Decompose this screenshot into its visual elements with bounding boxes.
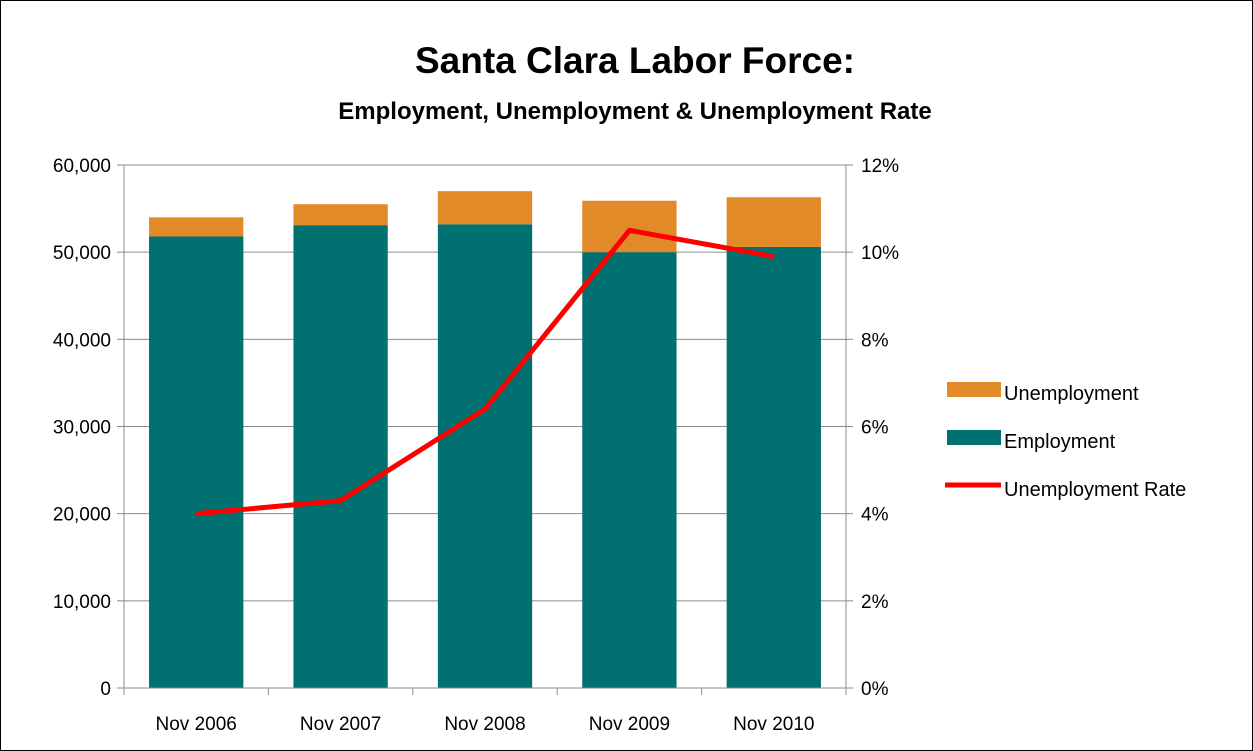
- legend-label: Unemployment: [1004, 383, 1139, 405]
- y-left-tick-label: 10,000: [53, 592, 111, 613]
- y-left-tick-label: 20,000: [53, 505, 111, 526]
- rate-point: [628, 229, 630, 231]
- x-tick-label: Nov 2007: [300, 714, 381, 735]
- y-left-tick-label: 50,000: [53, 243, 111, 264]
- chart-subtitle: Employment, Unemployment & Unemployment …: [338, 98, 931, 125]
- y-right-tick-label: 2%: [861, 592, 889, 613]
- x-tick-label: Nov 2008: [444, 714, 525, 735]
- y-right-tick-label: 0%: [861, 679, 889, 700]
- rate-line-layer: [195, 227, 775, 517]
- y-left-tick-label: 60,000: [53, 156, 111, 177]
- x-tick-label: Nov 2009: [589, 714, 670, 735]
- bar-employment: [582, 252, 677, 688]
- bar-unemployment: [437, 191, 533, 225]
- bar-unemployment: [582, 200, 677, 253]
- legend: Unemployment Employment Unemployment Rate: [945, 382, 1186, 501]
- rate-point: [195, 513, 197, 515]
- bar-unemployment: [726, 197, 821, 247]
- y-left-tick-label: 30,000: [53, 418, 111, 439]
- bar-unemployment: [293, 204, 388, 226]
- x-tick-label: Nov 2010: [733, 714, 814, 735]
- bars: [149, 191, 821, 689]
- legend-label: Unemployment Rate: [1004, 479, 1186, 501]
- bar-employment: [149, 236, 244, 688]
- bar-employment: [293, 225, 388, 688]
- bar-unemployment: [149, 217, 244, 237]
- y-right-tick-label: 4%: [861, 505, 889, 526]
- y-right-tick-label: 6%: [861, 418, 889, 439]
- y-left-tick-label: 0: [100, 679, 111, 700]
- y-left-tick-label: 40,000: [53, 330, 111, 351]
- y-right-tick-label: 10%: [861, 243, 899, 264]
- legend-swatch: [947, 382, 1001, 397]
- tick-labels: 0 0% 10,000 2% 20,000 4% 30,000 6% 40,000 8% 50,00…: [53, 156, 899, 735]
- axes: [117, 164, 853, 695]
- legend-swatch: [947, 430, 1001, 445]
- x-tick-label: Nov 2006: [156, 714, 237, 735]
- legend-label: Employment: [1004, 431, 1116, 453]
- bar-employment: [437, 224, 533, 689]
- rate-point: [773, 256, 775, 258]
- rate-point: [340, 500, 342, 502]
- y-right-tick-label: 12%: [861, 156, 899, 177]
- y-right-tick-label: 8%: [861, 330, 889, 351]
- bar-employment: [726, 246, 821, 689]
- rate-point: [484, 408, 486, 410]
- chart-title: Santa Clara Labor Force:: [415, 40, 855, 81]
